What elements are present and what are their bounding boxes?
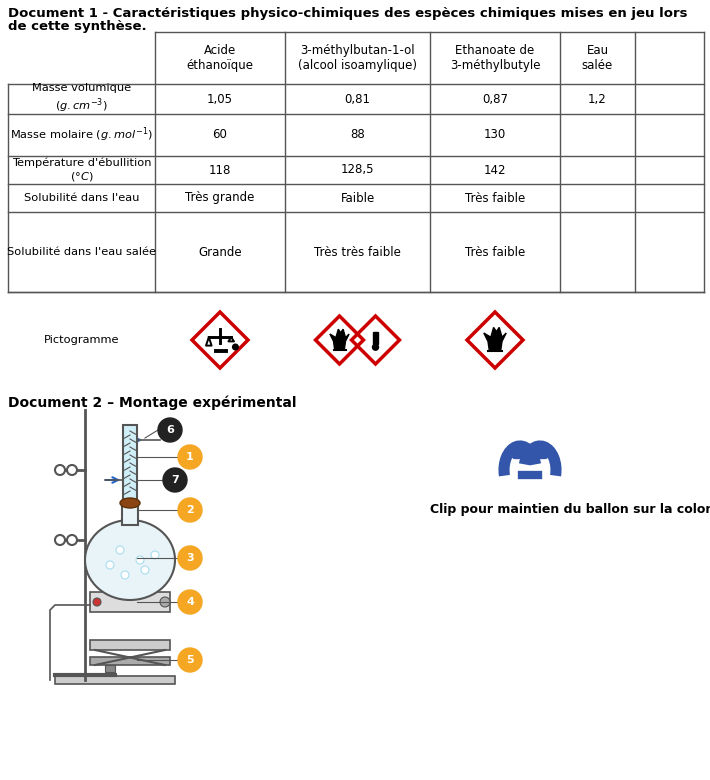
Circle shape — [373, 344, 378, 350]
Circle shape — [67, 535, 77, 545]
Circle shape — [121, 571, 129, 579]
Text: 1,05: 1,05 — [207, 93, 233, 105]
Circle shape — [93, 598, 101, 606]
Text: 1,2: 1,2 — [588, 93, 607, 105]
Circle shape — [151, 551, 159, 559]
Text: Température d'ébullition
$(°C)$: Température d'ébullition $(°C)$ — [12, 158, 151, 183]
Circle shape — [160, 597, 170, 607]
Text: 88: 88 — [350, 129, 365, 141]
Circle shape — [178, 648, 202, 672]
Text: Grande: Grande — [198, 246, 242, 258]
Polygon shape — [484, 328, 506, 351]
Text: 5: 5 — [186, 655, 194, 665]
Bar — [373, 332, 378, 344]
Text: 6: 6 — [166, 425, 174, 435]
Text: 130: 130 — [484, 129, 506, 141]
Text: Clip pour maintien du ballon sur la colonne: Clip pour maintien du ballon sur la colo… — [430, 504, 710, 516]
Text: Masse volumique
$(g.cm^{-3})$: Masse volumique $(g.cm^{-3})$ — [32, 83, 131, 115]
Text: Très très faible: Très très faible — [314, 246, 401, 258]
Text: 118: 118 — [209, 164, 231, 176]
Circle shape — [178, 546, 202, 570]
Text: Document 2 – Montage expérimental: Document 2 – Montage expérimental — [8, 395, 297, 410]
Circle shape — [106, 561, 114, 569]
Text: Ethanoate de
3-méthylbutyle: Ethanoate de 3-méthylbutyle — [449, 44, 540, 72]
Circle shape — [67, 465, 77, 475]
Text: Pictogramme: Pictogramme — [44, 335, 119, 345]
Text: 2: 2 — [186, 505, 194, 515]
Circle shape — [55, 465, 65, 475]
Text: 142: 142 — [484, 164, 506, 176]
Text: Très faible: Très faible — [465, 246, 525, 258]
Text: 4: 4 — [186, 597, 194, 607]
Text: 3-méthylbutan-1-ol
(alcool isoamylique): 3-méthylbutan-1-ol (alcool isoamylique) — [298, 44, 417, 72]
Text: Eau
salée: Eau salée — [582, 44, 613, 72]
Bar — [123, 425, 137, 503]
Text: de cette synthèse.: de cette synthèse. — [8, 20, 147, 33]
Circle shape — [136, 556, 144, 564]
Text: Solubilité dans l'eau: Solubilité dans l'eau — [24, 193, 139, 203]
Bar — [55, 676, 175, 684]
Ellipse shape — [85, 520, 175, 600]
Text: 60: 60 — [212, 129, 227, 141]
Text: 0,87: 0,87 — [482, 93, 508, 105]
Bar — [90, 592, 170, 612]
Circle shape — [55, 535, 65, 545]
Text: Solubilité dans l'eau salée: Solubilité dans l'eau salée — [7, 247, 156, 257]
Text: 1: 1 — [186, 452, 194, 462]
Text: 0,81: 0,81 — [344, 93, 371, 105]
Text: 7: 7 — [171, 475, 179, 485]
Bar — [105, 665, 115, 672]
Text: Acide
éthanoïque: Acide éthanoïque — [187, 44, 253, 72]
Circle shape — [158, 418, 182, 442]
Circle shape — [233, 344, 238, 349]
Text: Masse molaire $(g.mol^{-1})$: Masse molaire $(g.mol^{-1})$ — [10, 126, 153, 144]
Polygon shape — [330, 329, 349, 349]
Text: Document 1 - Caractéristiques physico-chimiques des espèces chimiques mises en j: Document 1 - Caractéristiques physico-ch… — [8, 7, 687, 20]
Text: 3: 3 — [186, 553, 194, 563]
Text: Très grande: Très grande — [185, 192, 255, 204]
Circle shape — [163, 468, 187, 492]
Bar — [122, 503, 138, 525]
Text: Faible: Faible — [340, 192, 375, 204]
Ellipse shape — [120, 498, 140, 508]
Bar — [90, 657, 170, 665]
Circle shape — [178, 445, 202, 469]
Text: 128,5: 128,5 — [341, 164, 374, 176]
Circle shape — [178, 498, 202, 522]
Text: Très faible: Très faible — [465, 192, 525, 204]
Circle shape — [178, 590, 202, 614]
Bar — [90, 640, 170, 650]
Circle shape — [116, 546, 124, 554]
Circle shape — [141, 566, 149, 574]
